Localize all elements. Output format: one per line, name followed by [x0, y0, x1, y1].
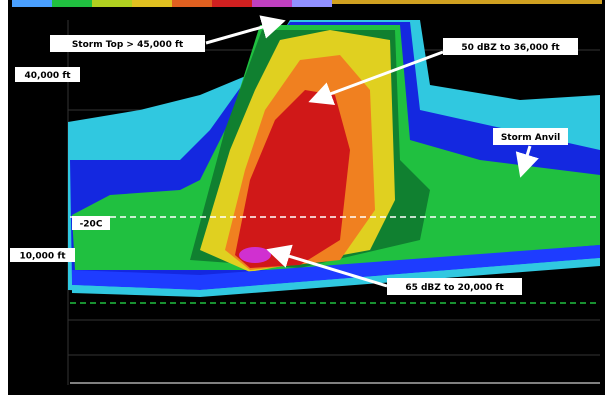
arrows [205, 15, 539, 288]
color-scale [12, 0, 602, 7]
annotation-box [50, 35, 205, 52]
annotation-box [15, 67, 80, 82]
annotation-label: 10,000 ft [19, 252, 66, 262]
annotation-label: 40,000 ft [24, 71, 71, 81]
annotation-label: Storm Top > 45,000 ft [72, 40, 184, 50]
annotation-label: 65 dBZ to 20,000 ft [405, 283, 504, 293]
annotation-box [10, 248, 75, 262]
annotation-label: 50 dBZ to 36,000 ft [461, 43, 560, 53]
annotation-label: Storm Anvil [501, 133, 560, 143]
reflectivity [68, 20, 600, 297]
annotation-box [72, 216, 110, 230]
annotation-label: -20C [80, 220, 103, 230]
annotation-box [443, 38, 578, 55]
annotation-box [387, 278, 522, 295]
annotation-box [493, 128, 568, 145]
